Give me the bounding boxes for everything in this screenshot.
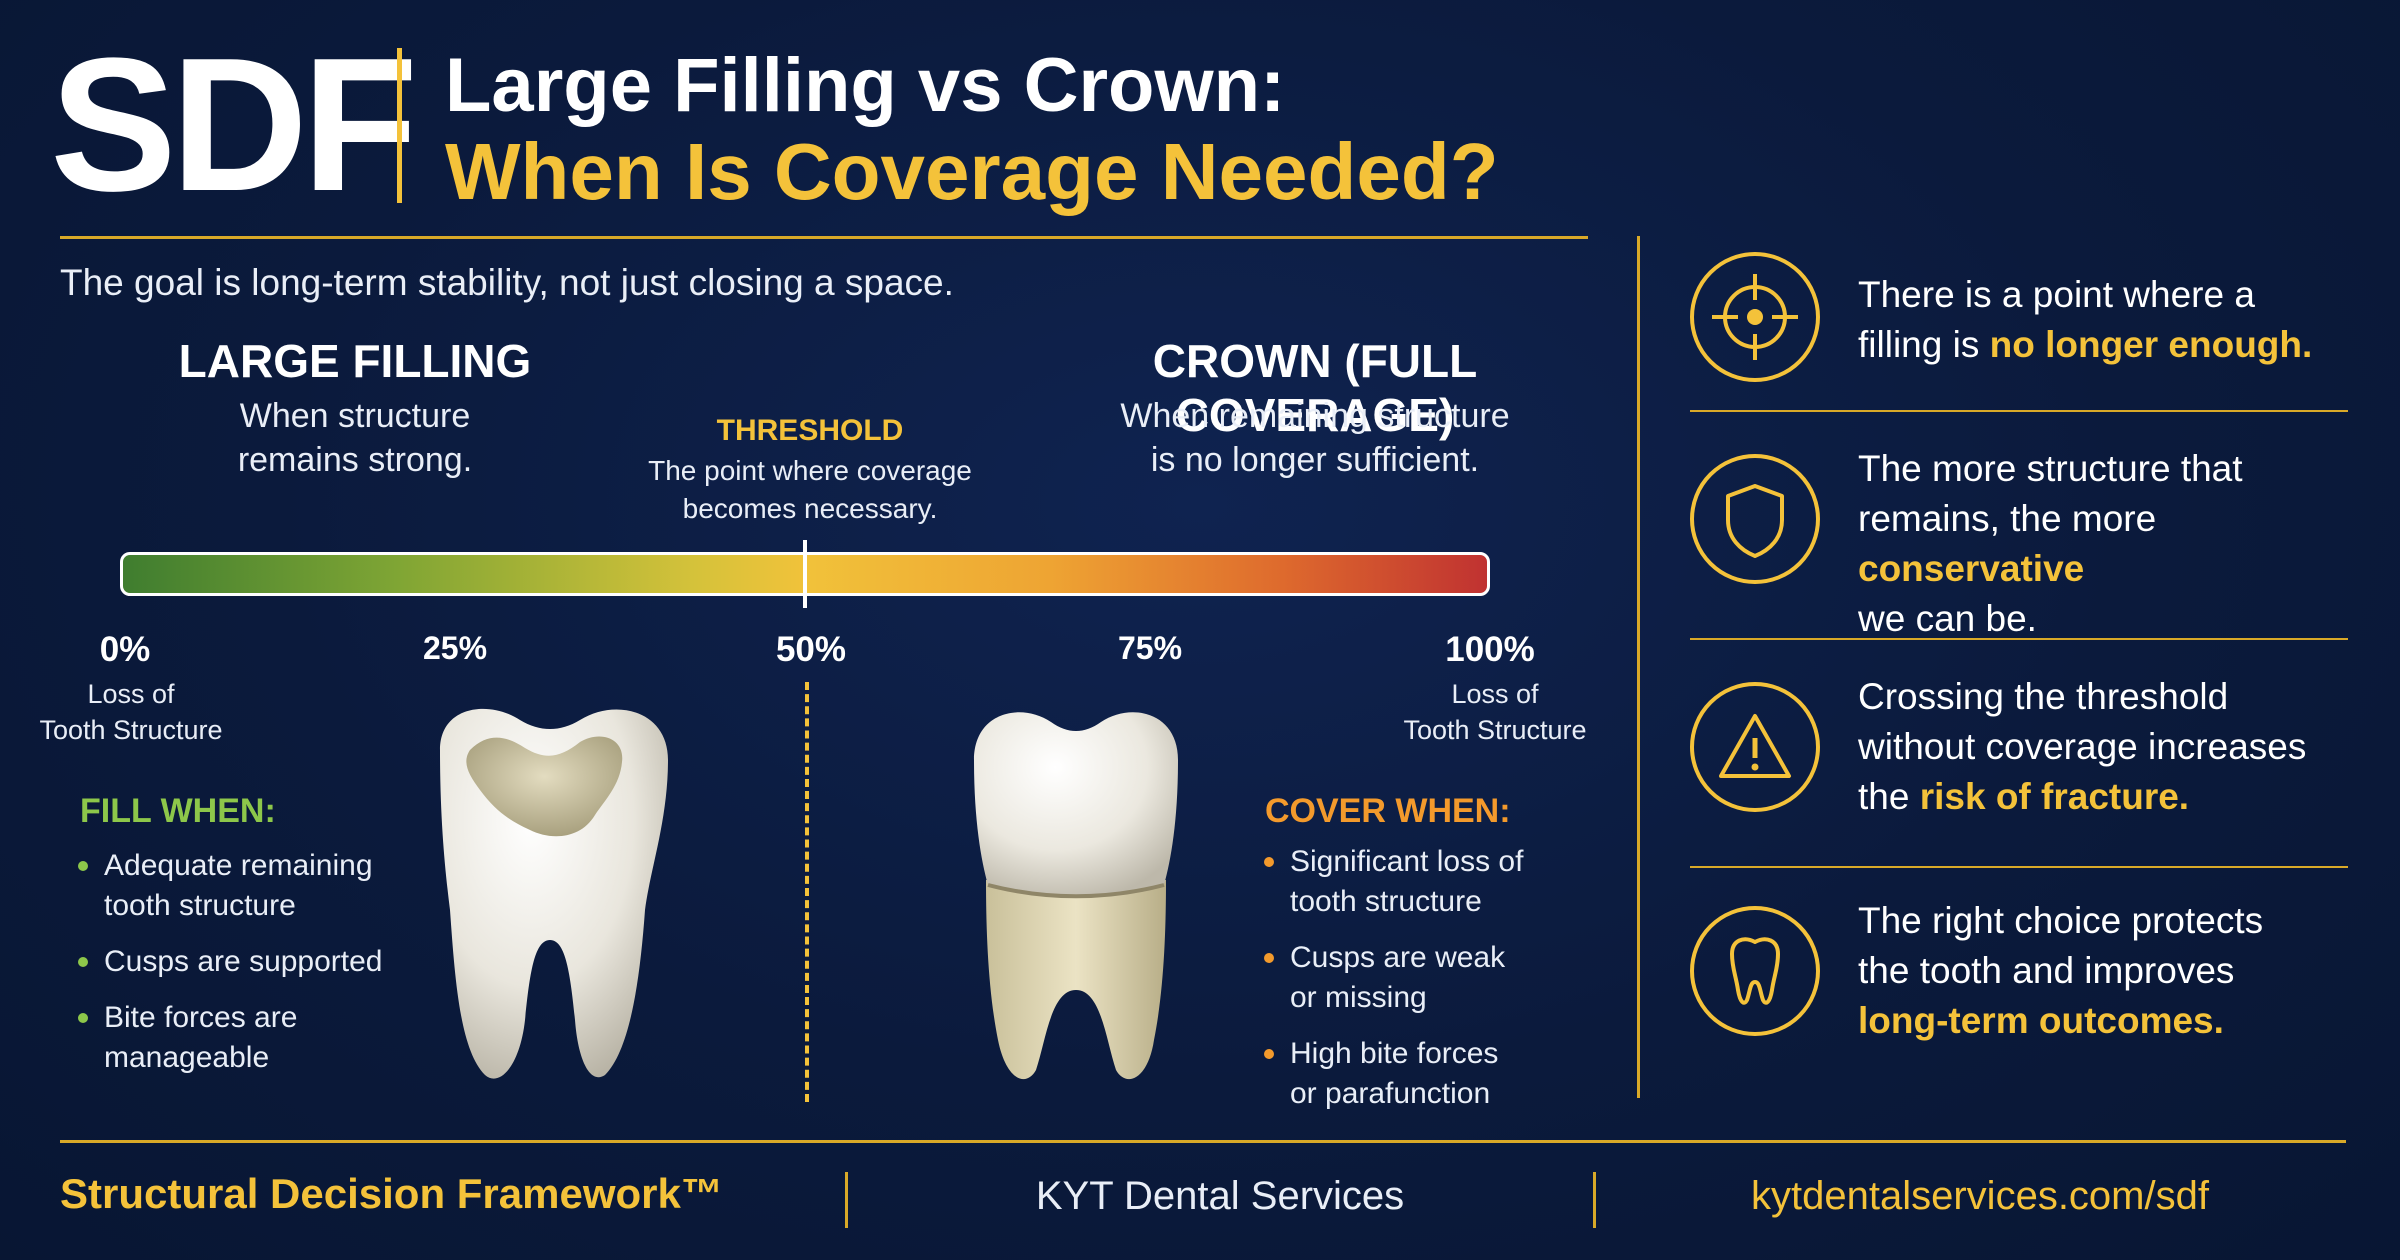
target-icon xyxy=(1690,252,1820,382)
key-point-divider xyxy=(1690,866,2348,868)
scale-end-note-line1: Loss of xyxy=(1451,679,1539,709)
tooth-with-crown-illustration xyxy=(974,712,1178,1080)
cover-when-item: High bite forces or parafunction xyxy=(1264,1034,1564,1114)
threshold-subtitle: The point where coverage becomes necessa… xyxy=(610,452,1010,528)
footer-divider xyxy=(845,1172,848,1228)
key-point-text: The right choice protects the tooth and … xyxy=(1858,896,2378,1046)
key-point-line2: without coverage increases xyxy=(1858,726,2307,767)
threshold-dashed-line xyxy=(805,682,809,1102)
fill-when-item-line1: Bite forces are xyxy=(104,1001,298,1034)
scale-tick-50: 50% xyxy=(775,630,847,669)
cover-when-item: Significant loss of tooth structure xyxy=(1264,842,1564,922)
key-point-highlight: conservative xyxy=(1858,548,2085,589)
sdf-logo: SDF xyxy=(50,19,418,231)
scale-start-note: Loss of Tooth Structure xyxy=(16,676,246,748)
footer-url-link[interactable]: kytdentalservices.com/sdf xyxy=(1751,1174,2209,1218)
footer-brand: Structural Decision Framework™ xyxy=(60,1170,723,1217)
scale-end-note-line2: Tooth Structure xyxy=(1403,715,1587,745)
crown-subtitle-line2: is no longer sufficient. xyxy=(1150,441,1480,479)
key-point-highlight: risk of fracture. xyxy=(1919,776,2190,817)
fill-when-item-line1: Adequate remaining xyxy=(104,849,373,882)
threshold-marker xyxy=(803,540,807,608)
title-line-1: Large Filling vs Crown: xyxy=(445,43,1286,128)
threshold-subtitle-line1: The point where coverage xyxy=(648,455,972,486)
right-column-divider xyxy=(1637,236,1640,1098)
key-point-line1: Crossing the threshold xyxy=(1858,676,2229,717)
key-point-line2: remains, the more conservative xyxy=(1858,494,2378,594)
crown-subtitle-line1: When remaining structure xyxy=(1120,397,1510,435)
key-point-divider xyxy=(1690,638,2348,640)
key-point-highlight: no longer enough. xyxy=(1989,324,2313,365)
warning-icon xyxy=(1690,682,1820,812)
footer-company: KYT Dental Services xyxy=(1035,1174,1405,1218)
key-point-line3: the risk of fracture. xyxy=(1858,772,2378,822)
fill-when-item: Cusps are supported xyxy=(78,942,398,982)
fill-when-item-line2: tooth structure xyxy=(104,889,296,922)
key-point-line2-plain: filling is xyxy=(1858,324,1990,365)
cover-when-title: COVER WHEN: xyxy=(1265,792,1511,830)
key-point-line2: the tooth and improves xyxy=(1858,950,2235,991)
key-point-line2: filling is no longer enough. xyxy=(1858,320,2378,370)
cover-when-item-line1: High bite forces xyxy=(1290,1037,1499,1070)
threshold-title: THRESHOLD xyxy=(716,414,904,447)
footer-rule xyxy=(60,1140,2346,1143)
header-rule xyxy=(60,236,1588,239)
scale-tick-75: 75% xyxy=(1117,630,1183,666)
key-point-line2-plain: remains, the more xyxy=(1858,498,2157,539)
crown-subtitle: When remaining structure is no longer su… xyxy=(1040,394,1590,482)
tooth-icon xyxy=(1690,906,1820,1036)
footer-divider xyxy=(1593,1172,1596,1228)
key-point-text: The more structure that remains, the mor… xyxy=(1858,444,2378,644)
scale-end-note: Loss of Tooth Structure xyxy=(1380,676,1610,748)
key-point-highlight: long-term outcomes. xyxy=(1858,1000,2224,1041)
key-point-text: Crossing the threshold without coverage … xyxy=(1858,672,2378,822)
cover-when-item-line2: or missing xyxy=(1290,981,1427,1014)
key-point-divider xyxy=(1690,410,2348,412)
scale-tick-25: 25% xyxy=(422,630,488,666)
cover-when-item-line1: Cusps are weak xyxy=(1290,941,1506,974)
key-point-line3-plain: the xyxy=(1858,776,1920,817)
fill-when-item-line1: Cusps are supported xyxy=(104,945,383,978)
fill-when-item: Adequate remaining tooth structure xyxy=(78,846,398,926)
scale-tick-100: 100% xyxy=(1445,630,1535,669)
scale-tick-0: 0% xyxy=(99,630,151,669)
cover-when-item: Cusps are weak or missing xyxy=(1264,938,1564,1018)
key-point-line1: There is a point where a xyxy=(1858,274,2255,315)
large-filling-subtitle-line1: When structure xyxy=(239,397,471,435)
scale-start-note-line2: Tooth Structure xyxy=(39,715,223,745)
cover-when-item-line2: tooth structure xyxy=(1290,885,1482,918)
large-filling-subtitle: When structure remains strong. xyxy=(150,394,560,482)
title-line-2: When Is Coverage Needed? xyxy=(445,127,1499,216)
threshold-subtitle-line2: becomes necessary. xyxy=(682,493,938,524)
scale-start-note-line1: Loss of xyxy=(87,679,175,709)
tooth-with-filling-illustration xyxy=(440,708,668,1079)
key-point-line3: we can be. xyxy=(1858,598,2037,639)
cover-when-item-line2: or parafunction xyxy=(1290,1077,1491,1110)
header-divider xyxy=(397,48,402,203)
fill-when-item-line2: manageable xyxy=(104,1041,270,1074)
shield-icon xyxy=(1690,454,1820,584)
key-point-line1: The right choice protects xyxy=(1858,900,2264,941)
crown-title: CROWN (FULL COVERAGE) xyxy=(1152,335,1478,441)
intro-text: The goal is long-term stability, not jus… xyxy=(60,262,954,303)
fill-when-title: FILL WHEN: xyxy=(80,792,276,830)
fill-when-item: Bite forces are manageable xyxy=(78,998,398,1078)
key-point-text: There is a point where a filling is no l… xyxy=(1858,270,2378,370)
large-filling-title: LARGE FILLING xyxy=(178,335,532,387)
key-point-line1: The more structure that xyxy=(1858,448,2243,489)
cover-when-list: Significant loss of tooth structure Cusp… xyxy=(1264,842,1564,1130)
fill-when-list: Adequate remaining tooth structure Cusps… xyxy=(78,846,398,1094)
cover-when-item-line1: Significant loss of xyxy=(1290,845,1524,878)
large-filling-subtitle-line2: remains strong. xyxy=(237,441,473,479)
